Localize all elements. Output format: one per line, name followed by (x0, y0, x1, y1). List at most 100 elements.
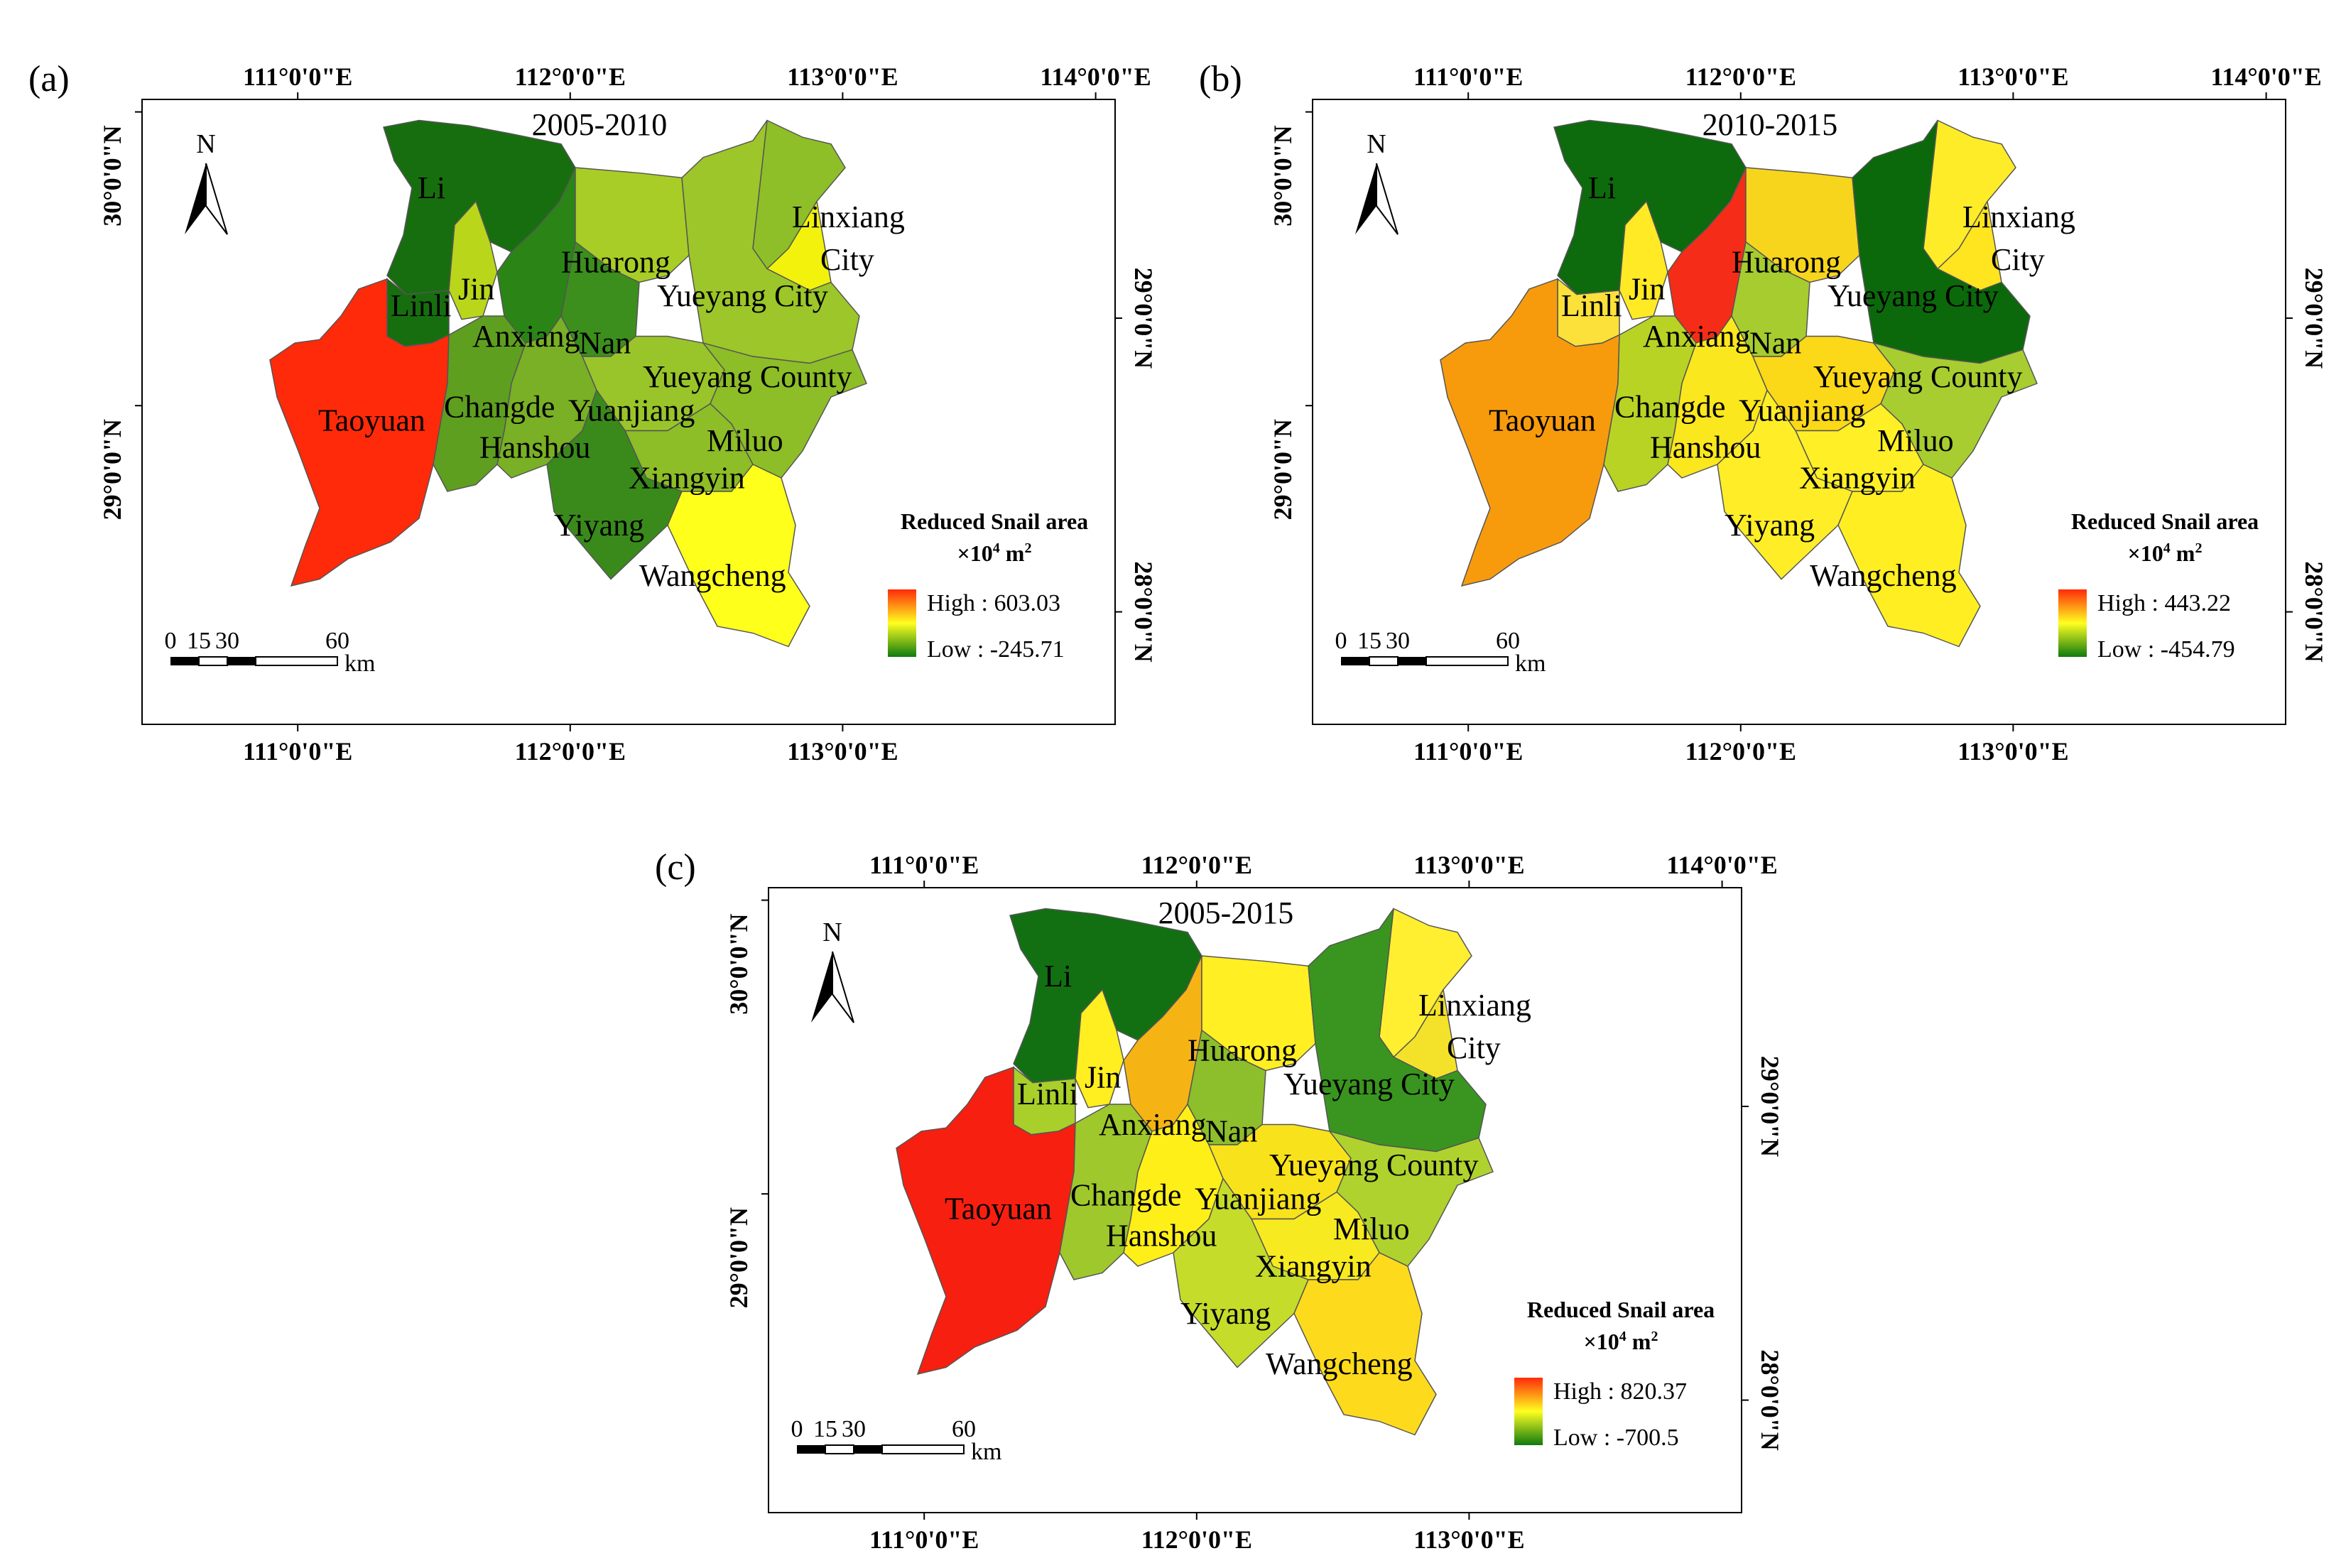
scale-tick-label: 0 (1335, 628, 1347, 654)
region-label: Anxiang (1643, 319, 1751, 354)
scale-tick-label: 30 (1386, 628, 1410, 654)
latitude-label-right: 29°0'0"N (1756, 1056, 1784, 1157)
region-taoyuan (896, 1066, 1076, 1376)
region-label: Li (1588, 170, 1616, 205)
period-title: 2010-2015 (1703, 107, 1838, 142)
region-jin (1075, 989, 1124, 1109)
region-label: Linxiang City (1418, 988, 1531, 1065)
svg-text:N: N (1367, 129, 1386, 159)
region-label: Xiangyin (1255, 1248, 1372, 1283)
latitude-label-left: 30°0'0"N (1269, 125, 1297, 226)
scale-unit: km (971, 1439, 1001, 1465)
north-arrow-icon: N (185, 129, 228, 235)
scale-tick-label: 0 (165, 628, 177, 654)
region-label: Anxiang (472, 319, 580, 354)
longitude-label-top: 113°0'0"E (787, 62, 898, 91)
scale-tick-label: 15 (1357, 628, 1381, 654)
region-label: Yiyang (1180, 1296, 1271, 1331)
region-label: Linxiang City (792, 200, 905, 277)
region-label: Yuanjiang (1195, 1181, 1321, 1216)
period-title: 2005-2010 (532, 107, 668, 142)
latitude-label-right: 29°0'0"N (2300, 268, 2328, 369)
scale-tick-label: 60 (952, 1416, 976, 1442)
region-label: Yiyang (1725, 508, 1815, 543)
map-panel: 111°0'0"E 112°0'0"E 113°0'0"E 114°0'0"E 111°… (655, 847, 1784, 1554)
region-label: Xiangyin (1799, 460, 1916, 495)
region-label: Wangcheng (639, 558, 786, 593)
longitude-label-top: 114°0'0"E (1666, 851, 1777, 879)
region-label: Yueyang County (1269, 1148, 1479, 1182)
region-label: Changde (444, 390, 555, 425)
region-label: Linli (391, 288, 452, 323)
scale-unit: km (1515, 650, 1546, 677)
longitude-label-bottom: 112°0'0"E (1141, 1525, 1252, 1554)
region-label: Yueyang County (1813, 359, 2023, 394)
scale-tick-label: 0 (791, 1416, 803, 1442)
region-huarong (575, 167, 690, 283)
longitude-label-bottom: 112°0'0"E (1685, 737, 1796, 766)
region-label: Hanshou (1650, 430, 1761, 465)
legend-unit: ×104 m2 (1584, 1329, 1658, 1354)
scale-tick-label: 60 (325, 628, 349, 654)
panel-tag: (b) (1199, 59, 1242, 99)
latitude-label-right: 29°0'0"N (1129, 268, 1158, 369)
region-label: Jin (458, 271, 494, 306)
longitude-label-bottom: 111°0'0"E (869, 1525, 979, 1554)
region-label: Xiangyin (629, 460, 745, 495)
region-label: Yueyang County (643, 359, 852, 394)
region-label: Changde (1614, 390, 1725, 425)
longitude-label-bottom: 111°0'0"E (243, 737, 352, 766)
region-wangcheng (667, 464, 810, 648)
region-label: Li (1044, 959, 1072, 993)
region-label: Yueyang City (1828, 278, 1999, 313)
region-taoyuan (1440, 278, 1620, 587)
legend-high: High : 443.22 (2097, 590, 2231, 616)
region-label: Huarong (561, 244, 670, 279)
legend-high: High : 603.03 (927, 590, 1060, 616)
longitude-label-bottom: 112°0'0"E (515, 737, 626, 766)
region-layer (269, 119, 867, 648)
legend-low: Low : -454.79 (2097, 636, 2235, 663)
longitude-label-top: 111°0'0"E (1413, 62, 1523, 91)
region-label: Miluo (1333, 1212, 1410, 1246)
longitude-label-top: 113°0'0"E (1957, 62, 2068, 91)
longitude-label-top: 111°0'0"E (869, 851, 979, 879)
region-label: Jin (1085, 1060, 1121, 1094)
scale-tick-label: 30 (215, 628, 239, 654)
region-taoyuan (269, 278, 450, 587)
scale-unit: km (344, 650, 375, 677)
region-label: Linxiang City (1962, 200, 2075, 277)
svg-text:N: N (822, 918, 842, 947)
region-label: Yuanjiang (568, 393, 695, 428)
longitude-label-top: 114°0'0"E (1040, 62, 1151, 91)
longitude-label-top: 112°0'0"E (515, 62, 626, 91)
region-label: Huarong (1732, 244, 1841, 279)
latitude-label-left: 30°0'0"N (98, 125, 126, 226)
panel-tag: (c) (655, 847, 696, 888)
region-label: Changde (1070, 1178, 1181, 1213)
legend-color-ramp (2058, 589, 2087, 657)
legend-unit: ×104 m2 (2128, 540, 2203, 566)
svg-text:N: N (196, 129, 215, 159)
region-label: Hanshou (479, 430, 590, 465)
north-arrow-icon: N (811, 918, 854, 1023)
region-label: Hanshou (1106, 1219, 1217, 1253)
region-label: Miluo (707, 423, 783, 458)
region-label: Yiyang (554, 508, 644, 543)
region-label: Yueyang City (657, 278, 828, 313)
latitude-label-left: 29°0'0"N (724, 1207, 753, 1308)
legend-unit: ×104 m2 (957, 540, 1032, 566)
legend-color-ramp (1514, 1378, 1543, 1445)
region-label: Taoyuan (945, 1192, 1052, 1226)
region-label: Huarong (1188, 1033, 1297, 1067)
region-huarong (1745, 167, 1860, 283)
region-label: Nan (1205, 1114, 1257, 1148)
latitude-label-right: 28°0'0"N (1129, 561, 1158, 662)
region-label: Jin (1629, 271, 1665, 306)
panel-tag: (a) (28, 59, 70, 99)
legend-title: Reduced Snail area (901, 508, 1088, 534)
longitude-label-bottom: 113°0'0"E (1957, 737, 2068, 766)
